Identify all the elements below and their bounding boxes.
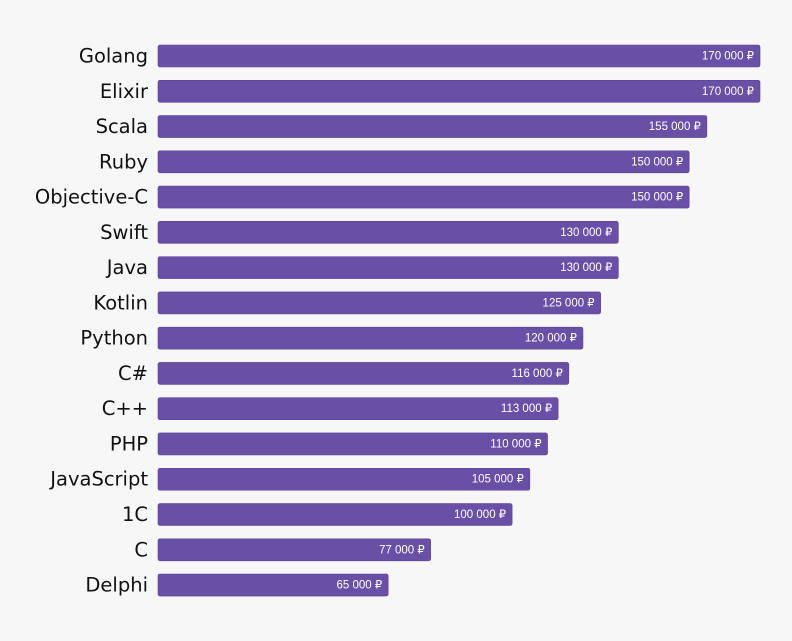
value-label-python: 120 000 ₽ bbox=[525, 333, 577, 345]
value-label-elixir: 170 000 ₽ bbox=[702, 86, 754, 98]
bar-delphi bbox=[157, 573, 389, 597]
value-label-delphi: 65 000 ₽ bbox=[336, 580, 382, 592]
category-label-golang: Golang bbox=[79, 45, 148, 68]
value-label-ruby: 150 000 ₽ bbox=[631, 156, 683, 168]
category-label-scala: Scala bbox=[96, 115, 148, 138]
bar-java bbox=[157, 256, 619, 279]
category-label-python: Python bbox=[80, 327, 148, 350]
bar-php bbox=[157, 432, 548, 456]
value-label-javascript: 105 000 ₽ bbox=[472, 474, 524, 486]
bar-python bbox=[157, 326, 584, 350]
category-label-delphi: Delphi bbox=[85, 574, 148, 597]
bar-ruby bbox=[157, 150, 690, 174]
category-label-php: PHP bbox=[110, 432, 148, 455]
value-label-cplusplus: 113 000 ₽ bbox=[501, 403, 552, 415]
category-labels-group: Golang Elixir Scala Ruby Objective-C Swift Jav… bbox=[35, 45, 149, 597]
bar-swift bbox=[157, 221, 619, 244]
bar-golang bbox=[157, 44, 761, 68]
value-labels-group: 170 000 ₽ 170 000 ₽ 155 000 ₽ 150 000 ₽ 150 … bbox=[336, 51, 754, 592]
value-label-java: 130 000 ₽ bbox=[560, 262, 612, 274]
bars-group bbox=[157, 44, 761, 597]
value-label-objective-c: 150 000 ₽ bbox=[631, 192, 683, 204]
bar-scala bbox=[157, 115, 708, 138]
value-label-kotlin: 125 000 ₽ bbox=[543, 297, 595, 309]
value-label-csharp: 116 000 ₽ bbox=[512, 368, 563, 380]
bar-kotlin bbox=[157, 291, 601, 315]
category-label-1c: 1C bbox=[122, 503, 148, 526]
value-label-php: 110 000 ₽ bbox=[490, 438, 541, 450]
value-label-scala: 155 000 ₽ bbox=[649, 121, 701, 133]
value-label-golang: 170 000 ₽ bbox=[702, 51, 754, 63]
bar-1c bbox=[157, 503, 513, 526]
category-label-csharp: C# bbox=[118, 362, 148, 385]
value-label-swift: 130 000 ₽ bbox=[560, 227, 612, 239]
category-label-objective-c: Objective-C bbox=[35, 186, 148, 209]
bar-csharp bbox=[157, 362, 570, 385]
category-label-java: Java bbox=[105, 256, 148, 279]
category-label-javascript: JavaScript bbox=[48, 468, 148, 491]
bar-c bbox=[157, 538, 431, 562]
bar-elixir bbox=[157, 79, 761, 103]
category-label-elixir: Elixir bbox=[100, 80, 149, 103]
category-label-ruby: Ruby bbox=[99, 150, 148, 173]
value-label-1c: 100 000 ₽ bbox=[454, 509, 506, 521]
category-label-kotlin: Kotlin bbox=[93, 291, 148, 314]
bar-objective-c bbox=[157, 185, 690, 209]
bar-javascript bbox=[157, 467, 531, 491]
category-label-swift: Swift bbox=[100, 221, 148, 244]
category-label-cplusplus: C++ bbox=[102, 397, 148, 420]
category-label-c: C bbox=[134, 538, 148, 561]
value-label-c: 77 000 ₽ bbox=[379, 544, 425, 556]
bar-cplusplus bbox=[157, 397, 559, 421]
